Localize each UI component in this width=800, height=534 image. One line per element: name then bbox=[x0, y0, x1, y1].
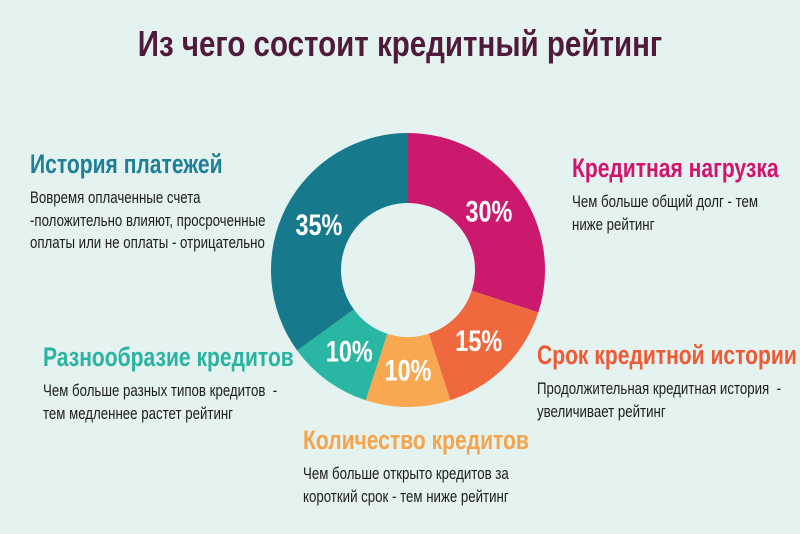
segment-label: 10% bbox=[326, 335, 373, 368]
donut-segment-15% bbox=[428, 290, 539, 401]
section-payment-history: История платежей Вовремя оплаченные счет… bbox=[30, 148, 332, 255]
section-history-length-body: Продолжительная кредитная история - увел… bbox=[537, 379, 782, 421]
segment-label: 30% bbox=[465, 195, 512, 228]
section-credit-load-heading: Кредитная нагрузка bbox=[572, 153, 779, 183]
segment-label: 10% bbox=[385, 354, 432, 387]
section-history-length-heading: Срок кредитной истории bbox=[537, 340, 797, 370]
section-credit-variety: Разнообразие кредитов Чем больше разных … bbox=[43, 341, 364, 425]
donut-segment-10% bbox=[365, 333, 451, 407]
section-payment-history-heading: История платежей bbox=[30, 149, 223, 179]
donut-segment-10% bbox=[297, 309, 388, 401]
segment-label: 35% bbox=[295, 208, 342, 241]
section-credits-count-body: Чем больше открыто кредитов за короткий … bbox=[303, 464, 509, 506]
page-title: Из чего состоит кредитный рейтинг bbox=[137, 23, 663, 64]
donut-segment-30% bbox=[408, 133, 545, 313]
section-credits-count-heading: Количество кредитов bbox=[303, 425, 529, 455]
segment-label: 15% bbox=[455, 324, 502, 357]
section-credit-variety-body: Чем больше разных типов кредитов - тем м… bbox=[43, 381, 278, 423]
donut-segment-35% bbox=[270, 133, 408, 351]
section-payment-history-body: Вовремя оплаченные счета -положительно в… bbox=[30, 188, 266, 252]
section-credit-load-body: Чем больше общий долг - тем ниже рейтинг bbox=[572, 192, 759, 234]
section-credit-variety-heading: Разнообразие кредитов bbox=[43, 342, 294, 372]
section-history-length: Срок кредитной истории Продолжительная к… bbox=[537, 339, 800, 423]
donut-chart: 30% 15% 10% 10% 35% bbox=[270, 133, 545, 407]
section-credits-count: Количество кредитов Чем больше открыто к… bbox=[303, 424, 593, 508]
section-credit-load: Кредитная нагрузка Чем больше общий долг… bbox=[572, 152, 800, 236]
